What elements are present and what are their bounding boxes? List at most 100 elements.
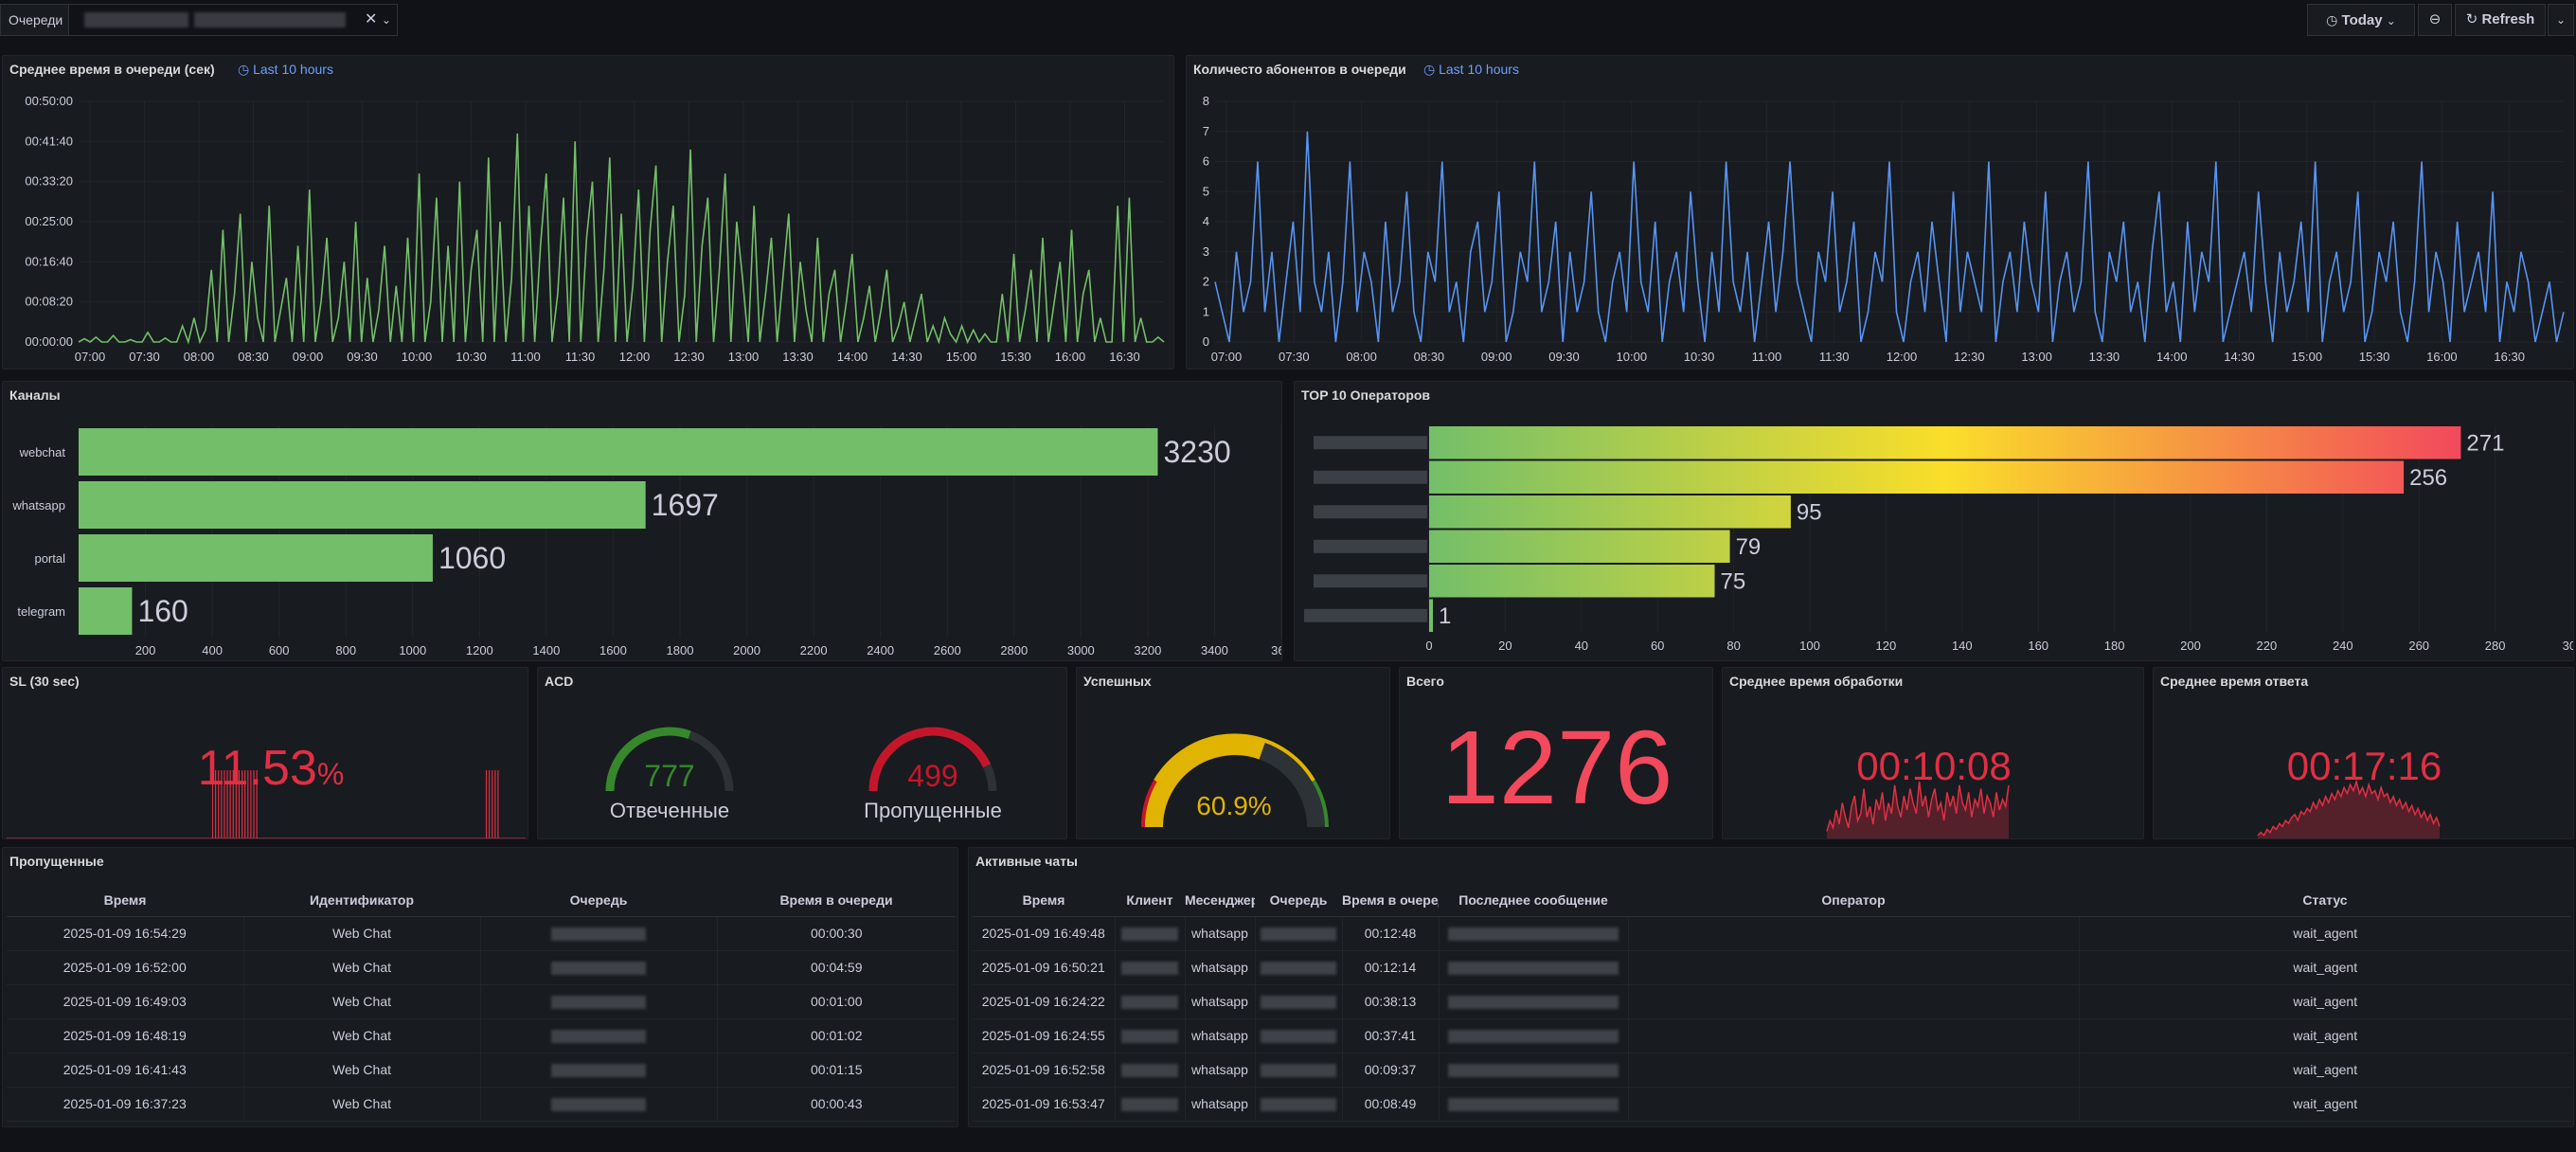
table-cell xyxy=(1115,1087,1186,1122)
chevron-down-icon: ⌄ xyxy=(2386,14,2396,27)
table-cell xyxy=(1255,950,1343,985)
x-tick-label: 180 xyxy=(2104,639,2125,653)
table-row[interactable]: 2025-01-09 16:54:29 Web Chat 00:00:30 xyxy=(7,916,956,951)
table-row[interactable]: 2025-01-09 16:49:03 Web Chat 00:01:00 xyxy=(7,984,956,1019)
top-operators-chart: 0 20 40 60 80 100 120 140 160 180 200 220 240 260 280 3… xyxy=(1304,425,2573,653)
table-cell: whatsapp xyxy=(1185,1018,1256,1053)
redacted-value xyxy=(1121,1098,1178,1112)
sl-value: 11.53% xyxy=(190,742,351,801)
chevron-down-icon[interactable]: ⌄ xyxy=(381,13,391,27)
bar xyxy=(1429,460,2405,494)
zoom-out-button[interactable]: ⊖ xyxy=(2418,4,2452,36)
channels-chart: 200 400 600 800 1000 1200 1400 1600 1800 2000 2200… xyxy=(11,425,1282,657)
redacted-value xyxy=(551,927,646,942)
zoom-out-icon: ⊖ xyxy=(2428,11,2442,27)
table-row[interactable]: 2025-01-09 16:48:19 Web Chat 00:01:02 xyxy=(7,1018,956,1053)
table-cell xyxy=(1115,1018,1186,1053)
x-tick-label: 360 xyxy=(1271,643,1282,657)
column-header[interactable]: Клиент xyxy=(1115,884,1185,917)
x-tick-label: 2400 xyxy=(867,643,894,657)
table-row[interactable]: 2025-01-09 16:37:23 Web Chat 00:00:43 xyxy=(7,1087,956,1122)
y-tick-label: 0 xyxy=(1203,334,1209,349)
sparkline-area xyxy=(2258,782,2440,838)
x-tick-label: 14:00 xyxy=(2156,350,2188,364)
y-tick-label: 00:16:40 xyxy=(25,254,73,268)
redacted-value xyxy=(194,12,346,27)
table-cell: 2025-01-09 16:49:48 xyxy=(973,916,1116,951)
threshold-red xyxy=(1140,780,1157,828)
x-tick-label: 10:00 xyxy=(402,350,433,364)
x-tick-label: 200 xyxy=(135,643,156,657)
avg-handle-sparkline xyxy=(1826,781,2010,838)
table-cell xyxy=(1628,1018,2080,1053)
redacted-value xyxy=(551,1098,646,1112)
x-tick-label: 07:30 xyxy=(1279,350,1310,364)
sl-number: 11.53 xyxy=(197,741,317,796)
table-cell: 00:01:02 xyxy=(717,1018,956,1053)
table-cell: 2025-01-09 16:41:43 xyxy=(7,1053,244,1088)
column-header[interactable]: Очередь xyxy=(480,884,717,917)
refresh-interval-button[interactable]: ⌄ xyxy=(2548,4,2574,36)
redacted-value xyxy=(551,996,646,1010)
time-picker-label: Today xyxy=(2341,12,2383,28)
queue-variable-select[interactable]: ✕ ⌄ xyxy=(68,4,398,36)
table-cell xyxy=(480,1053,718,1088)
table-header-row: Время Идентификатор Очередь Время в очереди xyxy=(7,884,956,917)
x-tick-label: 600 xyxy=(269,643,290,657)
panel-title: Количесто абонентов в очереди xyxy=(1193,62,1406,77)
category-label: whatsapp xyxy=(11,498,65,513)
time-range-label: Last 10 hours xyxy=(253,62,333,77)
table-cell: 00:00:30 xyxy=(717,916,956,951)
column-header[interactable]: Месенджер xyxy=(1185,884,1255,917)
bar xyxy=(1429,426,2461,459)
x-tick-label: 07:30 xyxy=(129,350,160,364)
time-picker-button[interactable]: ◷ Today ⌄ xyxy=(2307,4,2415,36)
answered-value: 777 xyxy=(644,759,695,793)
table-cell: Web Chat xyxy=(243,1087,481,1122)
table-row[interactable]: 2025-01-09 16:24:22 whatsapp 00:38:13 wait_… xyxy=(973,984,2571,1019)
table-cell xyxy=(1115,916,1186,951)
panel-title: Успешных xyxy=(1083,674,1152,689)
column-header[interactable]: Последнее сообщение xyxy=(1439,884,1628,917)
category-label: telegram xyxy=(17,604,65,619)
column-header[interactable]: Идентификатор xyxy=(243,884,480,917)
clear-icon[interactable]: ✕ ⌄ xyxy=(365,11,391,27)
table-cell: 2025-01-09 16:24:22 xyxy=(973,984,1116,1019)
x-tick-label: 280 xyxy=(2485,639,2506,653)
column-header[interactable]: Оператор xyxy=(1628,884,2079,917)
bar-value-label: 1 xyxy=(1439,603,1451,629)
table-row[interactable]: 2025-01-09 16:41:43 Web Chat 00:01:15 xyxy=(7,1053,956,1088)
table-cell xyxy=(1255,984,1343,1019)
clock-icon: ◷ xyxy=(238,62,250,77)
table-row[interactable]: 2025-01-09 16:52:58 whatsapp 00:09:37 wait_… xyxy=(973,1053,2571,1088)
refresh-button[interactable]: ↻ Refresh xyxy=(2455,4,2546,36)
table-row[interactable]: 2025-01-09 16:49:48 whatsapp 00:12:48 wait_… xyxy=(973,916,2571,951)
table-cell xyxy=(1628,1053,2080,1088)
table-row[interactable]: 2025-01-09 16:24:55 whatsapp 00:37:41 wait_… xyxy=(973,1018,2571,1053)
table-row[interactable]: 2025-01-09 16:52:00 Web Chat 00:04:59 xyxy=(7,950,956,985)
x-tick-label: 13:00 xyxy=(728,350,760,364)
table-cell xyxy=(1115,1053,1186,1088)
subscribers-panel: Количесто абонентов в очереди ◷ Last 10 … xyxy=(1186,55,2574,369)
clock-icon: ◷ xyxy=(1423,62,1436,77)
y-tick-label: 00:41:40 xyxy=(25,134,73,148)
y-tick-label: 3 xyxy=(1203,244,1209,259)
column-header[interactable]: Время xyxy=(7,884,243,917)
column-header[interactable]: Очередь xyxy=(1255,884,1342,917)
bar-value-label: 1060 xyxy=(438,541,506,575)
column-header[interactable]: Статус xyxy=(2079,884,2571,917)
column-header[interactable]: Время в очереди xyxy=(1342,884,1439,917)
wait-time-panel: Среднее время в очереди (сек) ◷ Last 10 … xyxy=(2,55,1174,369)
redacted-value xyxy=(1121,996,1178,1010)
x-tick-label: 16:30 xyxy=(1109,350,1140,364)
table-row[interactable]: 2025-01-09 16:50:21 whatsapp 00:12:14 wait_… xyxy=(973,950,2571,985)
threshold-yellow xyxy=(1154,733,1315,783)
panel-title: Активные чаты xyxy=(975,854,1079,869)
redacted-value xyxy=(1448,1098,1619,1112)
table-cell: Web Chat xyxy=(243,1053,481,1088)
column-header[interactable]: Время xyxy=(973,884,1115,917)
table-cell: wait_agent xyxy=(2079,1053,2571,1088)
table-row[interactable]: 2025-01-09 16:53:47 whatsapp 00:08:49 wait_… xyxy=(973,1087,2571,1122)
x-tick-label: 200 xyxy=(2180,639,2201,653)
column-header[interactable]: Время в очереди xyxy=(717,884,956,917)
